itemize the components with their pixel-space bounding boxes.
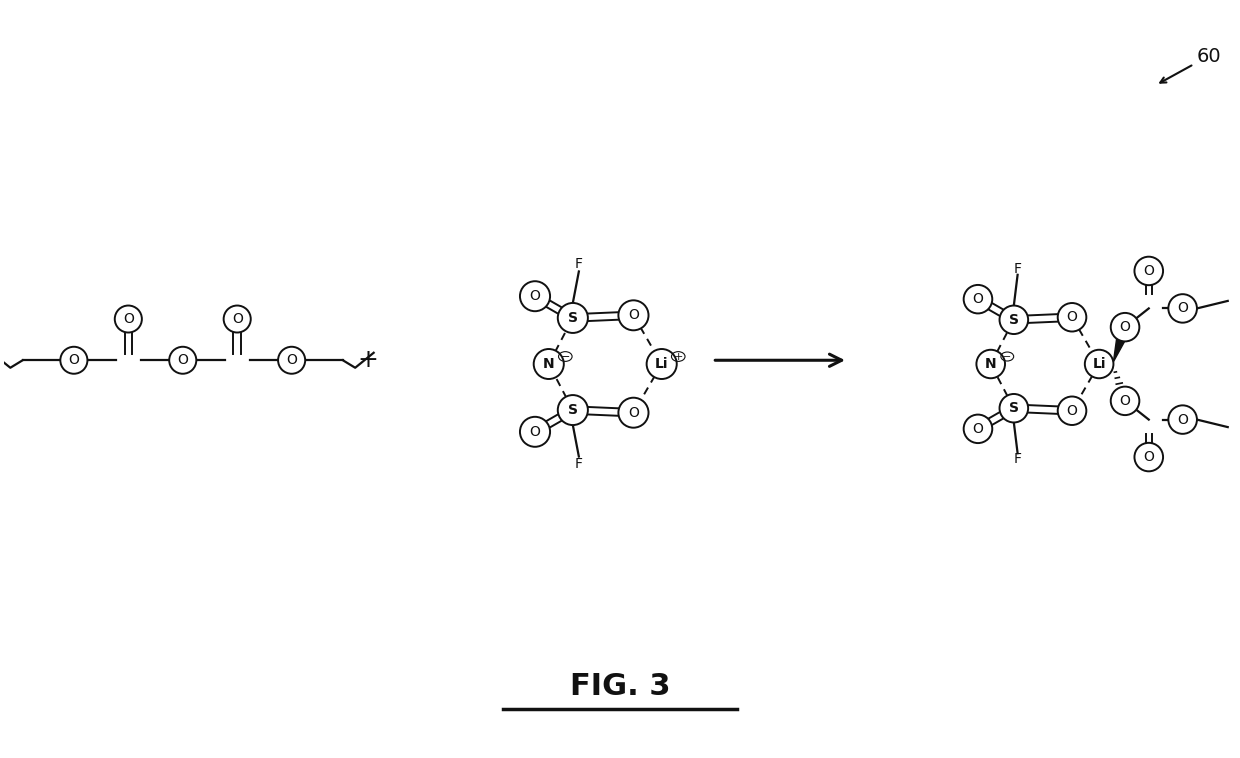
Text: N: N [543, 357, 554, 371]
Text: S: S [1009, 313, 1019, 327]
Text: FIG. 3: FIG. 3 [569, 672, 671, 701]
Ellipse shape [1135, 443, 1163, 471]
Ellipse shape [61, 346, 88, 374]
Text: S: S [568, 311, 578, 325]
Text: S: S [1009, 401, 1019, 415]
Text: O: O [1066, 310, 1078, 324]
Text: O: O [529, 290, 541, 303]
Text: O: O [1177, 412, 1188, 427]
Text: −: − [560, 352, 570, 362]
Ellipse shape [999, 394, 1028, 422]
Text: O: O [1143, 450, 1154, 464]
Text: O: O [972, 292, 983, 306]
Text: O: O [972, 422, 983, 436]
Text: O: O [1177, 302, 1188, 315]
Ellipse shape [646, 349, 677, 379]
Text: F: F [1013, 453, 1022, 466]
Ellipse shape [999, 305, 1028, 334]
Ellipse shape [115, 305, 141, 333]
Text: O: O [1120, 320, 1131, 334]
Ellipse shape [558, 303, 588, 333]
Ellipse shape [223, 305, 250, 333]
Text: O: O [1120, 394, 1131, 408]
Text: O: O [1066, 404, 1078, 418]
Text: O: O [177, 353, 188, 368]
Ellipse shape [520, 281, 551, 312]
Text: +: + [357, 348, 378, 372]
Text: O: O [627, 406, 639, 420]
Ellipse shape [1058, 303, 1086, 331]
Ellipse shape [558, 395, 588, 425]
Ellipse shape [1111, 313, 1140, 341]
Text: Li: Li [1092, 357, 1106, 371]
Text: O: O [1143, 264, 1154, 278]
Ellipse shape [278, 346, 305, 374]
Polygon shape [1114, 326, 1132, 362]
Ellipse shape [619, 300, 649, 330]
Ellipse shape [963, 415, 992, 443]
Ellipse shape [1168, 294, 1197, 323]
Text: 60: 60 [1197, 47, 1221, 66]
Ellipse shape [976, 349, 1006, 378]
Text: F: F [575, 457, 583, 471]
Text: S: S [568, 403, 578, 417]
Text: O: O [123, 312, 134, 326]
Ellipse shape [1168, 406, 1197, 434]
Text: O: O [627, 309, 639, 322]
Ellipse shape [533, 349, 564, 379]
Text: O: O [68, 353, 79, 368]
Text: F: F [575, 257, 583, 271]
Text: Li: Li [655, 357, 668, 371]
Text: +: + [673, 352, 683, 362]
Ellipse shape [1135, 257, 1163, 285]
Ellipse shape [963, 285, 992, 313]
Text: −: − [1003, 352, 1012, 362]
Ellipse shape [520, 417, 551, 446]
Text: O: O [529, 424, 541, 439]
Text: N: N [985, 357, 997, 371]
Text: O: O [286, 353, 298, 368]
Ellipse shape [169, 346, 196, 374]
Text: F: F [1013, 262, 1022, 276]
Ellipse shape [1111, 387, 1140, 415]
Ellipse shape [619, 398, 649, 428]
Ellipse shape [1058, 396, 1086, 425]
Text: O: O [232, 312, 243, 326]
Ellipse shape [1085, 349, 1114, 378]
